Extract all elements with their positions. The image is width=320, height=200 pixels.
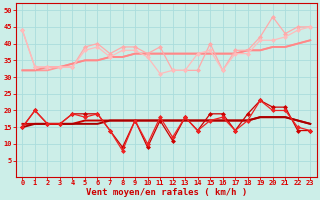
X-axis label: Vent moyen/en rafales ( km/h ): Vent moyen/en rafales ( km/h ) <box>86 188 247 197</box>
